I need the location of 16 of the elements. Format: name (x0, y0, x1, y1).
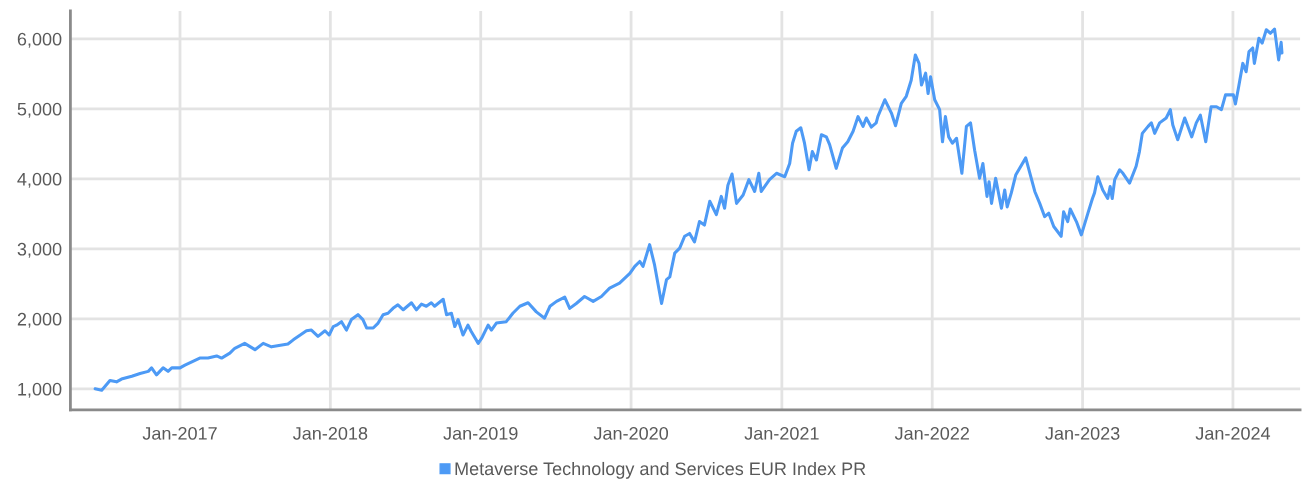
y-tick-label: 4,000 (17, 172, 62, 188)
x-tick-label: Jan-2019 (443, 427, 518, 440)
legend-label: Metaverse Technology and Services EUR Index PR (455, 461, 866, 479)
x-tick-label: Jan-2024 (1195, 427, 1271, 440)
line-series (93, 27, 1284, 392)
y-tick-label: 3,000 (17, 242, 62, 258)
x-tick-label: Jan-2018 (293, 427, 368, 440)
y-tick-label: 6,000 (17, 32, 62, 48)
y-tick-label: 5,000 (17, 102, 62, 118)
x-tick-label: Jan-2023 (1045, 427, 1120, 440)
x-tick-label: Jan-2017 (142, 427, 217, 440)
x-tick-label: Jan-2020 (593, 427, 669, 440)
x-tick-label: Jan-2022 (894, 427, 969, 440)
y-tick-label: 2,000 (17, 312, 62, 328)
y-tick-label: 1,000 (18, 382, 62, 398)
x-tick-label: Jan-2021 (744, 427, 819, 440)
